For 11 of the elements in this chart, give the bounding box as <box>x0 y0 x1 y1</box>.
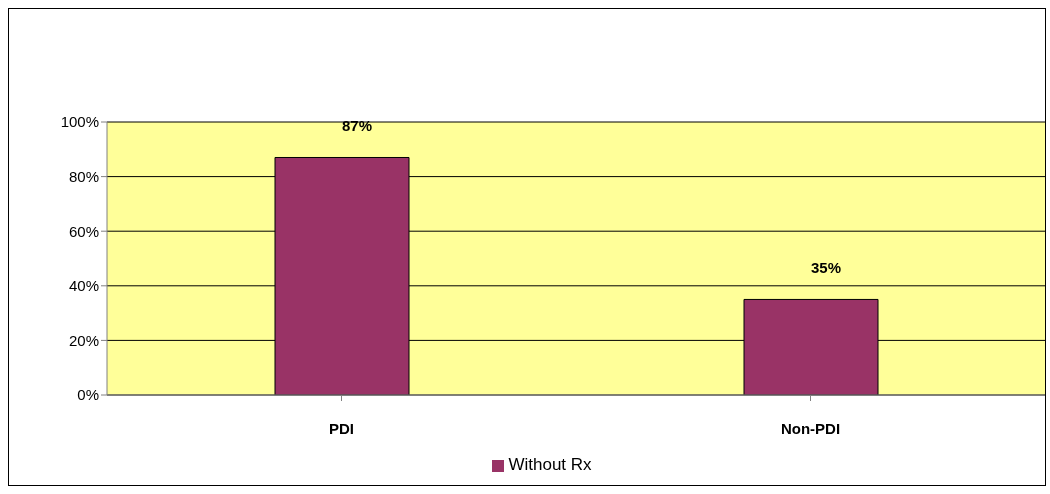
data-label: 35% <box>810 259 842 277</box>
y-tick-label: 20% <box>68 331 99 349</box>
x-tick-label: PDI <box>328 419 355 437</box>
y-tick-label: 80% <box>68 167 99 185</box>
y-tick-label: 100% <box>60 113 99 131</box>
y-tick-label: 60% <box>68 222 99 240</box>
x-tick-label: Non-PDI <box>780 419 841 437</box>
y-tick-label: 40% <box>68 277 99 295</box>
legend-label: Without Rx <box>508 455 592 474</box>
data-label: 87% <box>341 117 373 135</box>
y-tick-label: 0% <box>77 386 99 404</box>
